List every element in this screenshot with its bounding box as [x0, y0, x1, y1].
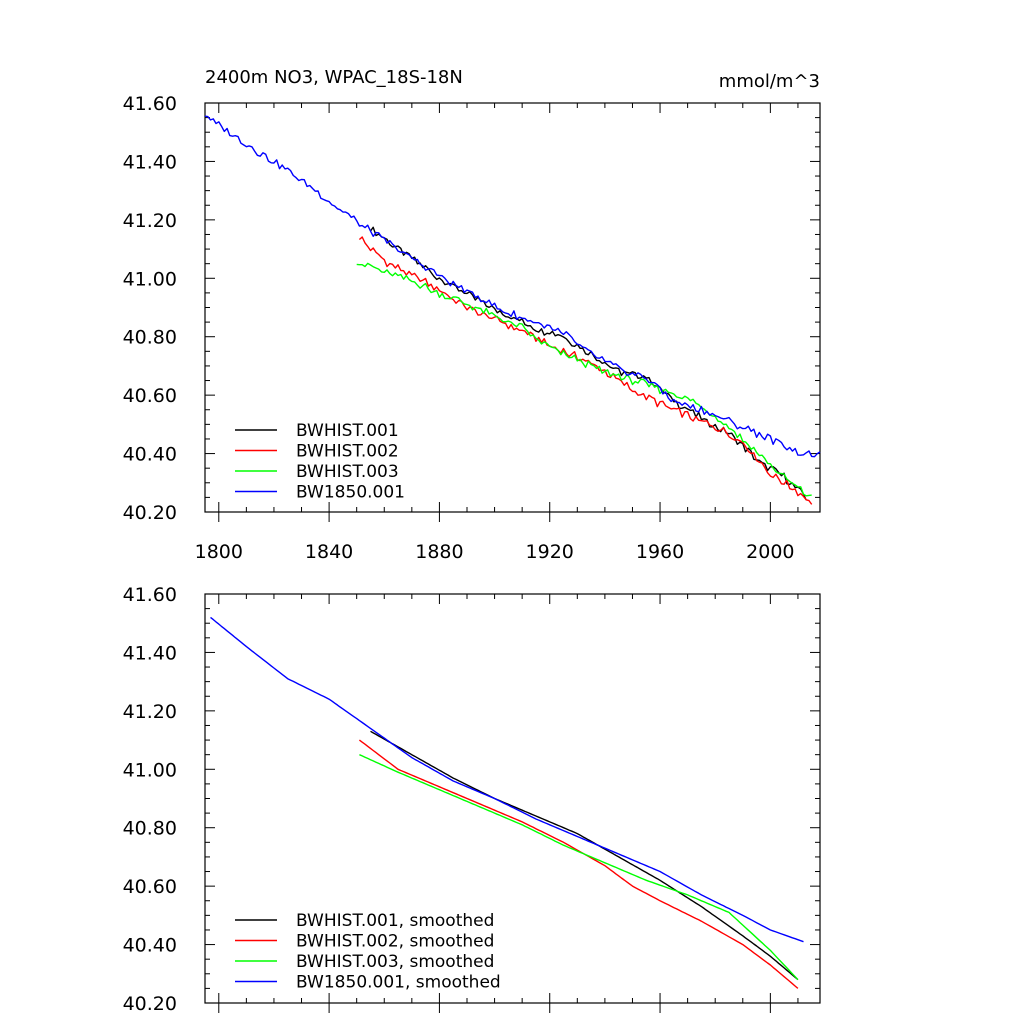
y-tick-label: 41.00 — [123, 268, 177, 290]
y-tick-label: 41.60 — [123, 93, 177, 115]
series-line-4 — [210, 616, 804, 943]
top-panel: 2400m NO3, WPAC_18S-18N mmol/m^3 40.20 40… — [123, 67, 821, 563]
y-tick-label: 40.80 — [123, 327, 177, 349]
legend-label-1: BWHIST.001 — [296, 421, 399, 441]
y-tick-label: 41.00 — [123, 759, 177, 781]
y-tick-label: 41.20 — [123, 701, 177, 723]
series-line-1 — [370, 730, 799, 981]
x-tick-label: 2000 — [746, 541, 794, 563]
x-tick-label: 1920 — [526, 541, 574, 563]
legend-label-3: BWHIST.003, smoothed — [296, 952, 494, 972]
y-tick-label: 41.60 — [123, 584, 177, 606]
y-tick-label: 40.60 — [123, 385, 177, 407]
series-line-3 — [359, 754, 799, 981]
top-panel-units: mmol/m^3 — [719, 71, 820, 92]
legend-label-4: BW1850.001 — [296, 483, 405, 503]
series-line-3 — [356, 262, 812, 497]
series-line-2 — [358, 236, 813, 505]
x-tick-label: 1840 — [305, 541, 353, 563]
legend-label-2: BWHIST.002, smoothed — [296, 932, 494, 952]
series-line-2 — [358, 739, 799, 989]
series-line-1 — [369, 226, 807, 501]
x-tick-label: 1800 — [195, 541, 243, 563]
legend-label-2: BWHIST.002 — [296, 442, 399, 462]
y-tick-label: 40.40 — [123, 935, 177, 957]
y-tick-label: 40.40 — [123, 444, 177, 466]
x-tick-label: 1960 — [636, 541, 684, 563]
top-panel-title: 2400m NO3, WPAC_18S-18N — [205, 67, 463, 88]
y-tick-label: 40.20 — [123, 993, 177, 1015]
y-tick-label: 41.20 — [123, 210, 177, 232]
y-tick-label: 40.60 — [123, 876, 177, 898]
legend-label-1: BWHIST.001, smoothed — [296, 911, 494, 931]
y-tick-label: 41.40 — [123, 151, 177, 173]
series-line-4 — [204, 115, 821, 458]
legend-label-3: BWHIST.003 — [296, 462, 399, 482]
y-tick-label: 40.80 — [123, 818, 177, 840]
legend-label-4: BW1850.001, smoothed — [296, 973, 501, 993]
y-tick-label: 41.40 — [123, 642, 177, 664]
y-tick-label: 40.20 — [123, 502, 177, 524]
x-tick-label: 1880 — [415, 541, 463, 563]
bottom-panel: 40.20 40.40 40.60 40.80 41.00 41.20 41.40 41.60… — [123, 584, 821, 1015]
